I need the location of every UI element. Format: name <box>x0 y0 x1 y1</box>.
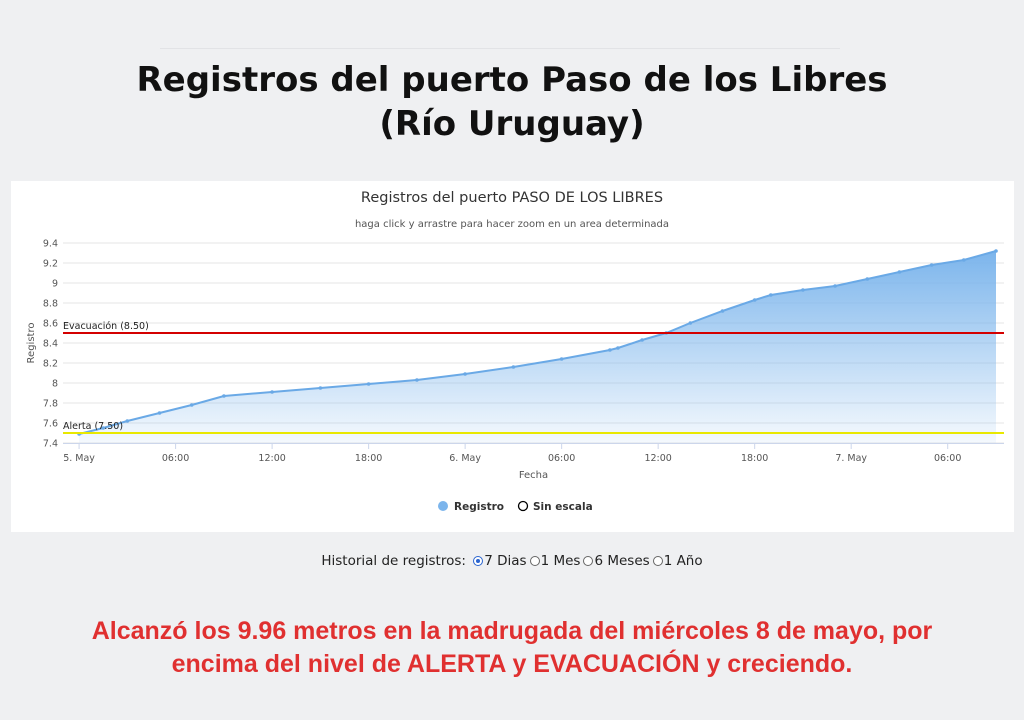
page-title-line1: Registros del puerto Paso de los Libres <box>136 60 888 100</box>
legend-label-sin-escala[interactable]: Sin escala <box>533 501 593 513</box>
data-point <box>929 263 934 267</box>
y-tick-label: 7.8 <box>43 399 58 410</box>
y-tick-label: 8.8 <box>43 299 58 310</box>
chart-subtitle: haga click y arrastre para hacer zoom en… <box>355 219 669 230</box>
data-point <box>559 357 564 361</box>
history-option-label[interactable]: 1 Mes <box>540 553 581 569</box>
history-label: Historial de registros: <box>321 553 466 569</box>
history-radio-3[interactable] <box>652 556 663 566</box>
x-tick-label: 5. May <box>63 453 95 464</box>
y-tick-label: 7.6 <box>43 419 58 430</box>
top-divider <box>160 48 840 49</box>
page-title: Registros del puerto Paso de los Libres … <box>0 58 1024 146</box>
data-point <box>608 348 612 352</box>
x-tick-label: 18:00 <box>355 453 382 464</box>
x-axis-title: Fecha <box>519 470 548 481</box>
plot-line-label: Alerta (7.50) <box>63 421 123 432</box>
data-point <box>616 346 620 350</box>
footnote: Alcanzó los 9.96 metros en la madrugada … <box>0 615 1024 681</box>
data-point <box>101 426 105 430</box>
x-tick-label: 12:00 <box>258 453 285 464</box>
data-point <box>640 338 644 342</box>
history-option-label[interactable]: 6 Meses <box>594 553 650 569</box>
y-axis-title: Registro <box>26 323 37 364</box>
chart-svg[interactable]: Registros del puerto PASO DE LOS LIBRES h… <box>11 181 1014 532</box>
y-tick-label: 8.4 <box>43 339 58 350</box>
data-point <box>270 390 274 394</box>
legend-marker-registro[interactable] <box>438 501 448 511</box>
data-point <box>366 382 371 386</box>
data-point <box>897 270 902 274</box>
history-radio-1[interactable] <box>529 556 540 566</box>
y-tick-label: 9 <box>52 279 58 290</box>
data-point <box>463 372 467 376</box>
data-point <box>769 293 773 297</box>
data-point <box>189 403 194 407</box>
data-point <box>752 298 757 302</box>
series-line-registro <box>78 250 997 435</box>
y-tick-label: 9.2 <box>43 259 58 270</box>
footnote-line1: Alcanzó los 9.96 metros en la madrugada … <box>91 617 933 645</box>
data-point <box>688 321 693 325</box>
chart-title: Registros del puerto PASO DE LOS LIBRES <box>361 190 663 206</box>
x-tick-label: 7. May <box>835 453 867 464</box>
data-point <box>994 249 998 253</box>
y-tick-label: 8.2 <box>43 359 58 370</box>
data-point <box>865 277 870 281</box>
x-tick-label: 6. May <box>449 453 481 464</box>
y-tick-label: 8.6 <box>43 319 58 330</box>
series-area-registro <box>79 251 997 443</box>
page-title-line2: (Río Uruguay) <box>379 104 645 144</box>
x-tick-label: 12:00 <box>644 453 671 464</box>
chart-panel[interactable]: Registros del puerto PASO DE LOS LIBRES h… <box>11 181 1014 532</box>
data-point <box>125 419 130 423</box>
y-tick-label: 8 <box>52 379 58 390</box>
data-point <box>720 309 725 313</box>
data-point <box>415 378 419 382</box>
footnote-line2: encima del nivel de ALERTA y EVACUACIÓN … <box>171 650 853 678</box>
history-option-label[interactable]: 1 Año <box>663 553 703 569</box>
data-point <box>157 411 162 415</box>
history-radio-2[interactable] <box>583 556 594 566</box>
data-point <box>318 386 323 390</box>
y-tick-label: 7.4 <box>43 439 58 450</box>
data-point <box>833 284 837 288</box>
legend-marker-sin-escala[interactable] <box>517 500 529 512</box>
history-radio-0[interactable] <box>473 556 484 566</box>
data-point <box>962 258 966 262</box>
x-tick-label: 06:00 <box>162 453 189 464</box>
x-tick-label: 06:00 <box>548 453 575 464</box>
data-point <box>801 288 805 292</box>
x-tick-label: 18:00 <box>741 453 768 464</box>
y-tick-label: 9.4 <box>43 239 58 250</box>
plot-line-label: Evacuación (8.50) <box>63 321 149 332</box>
data-point <box>222 394 226 398</box>
data-point <box>511 365 516 369</box>
x-tick-label: 06:00 <box>934 453 961 464</box>
legend-label-registro[interactable]: Registro <box>454 501 504 513</box>
history-option-label[interactable]: 7 Dias <box>484 553 527 569</box>
history-selector: Historial de registros: 7 Dias 1 Mes 6 Mes… <box>0 553 1024 569</box>
